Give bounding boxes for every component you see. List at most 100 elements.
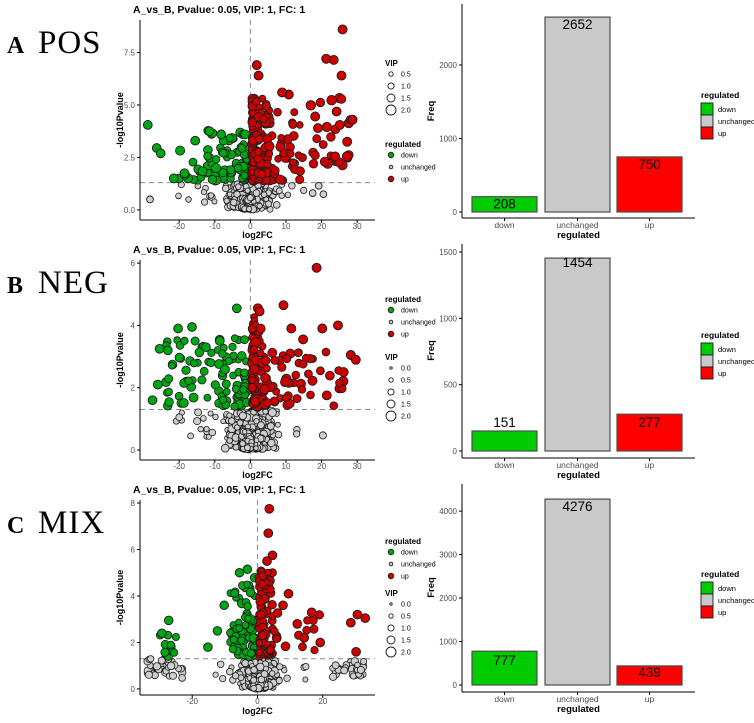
svg-text:750: 750	[638, 157, 661, 172]
svg-text:30: 30	[353, 222, 362, 231]
bar-chart-b: 0 500 1000 1500 151 down 1454 unchanged 277 up reg…	[426, 244, 754, 480]
svg-text:up: up	[401, 177, 409, 184]
panel-b: B NEG -20 -10 0 10 20 30 0 2 4 6 A_vs_B, Pvalue: 0…	[0, 240, 754, 480]
svg-text:unchanged: unchanged	[718, 357, 754, 366]
svg-text:Freq: Freq	[426, 340, 437, 361]
svg-text:4276: 4276	[562, 499, 592, 514]
svg-text:0.5: 0.5	[401, 614, 411, 621]
svg-text:0.0: 0.0	[124, 206, 136, 215]
svg-text:0.0: 0.0	[401, 602, 411, 609]
panel-b-mode-label: NEG	[38, 265, 109, 301]
svg-text:4: 4	[131, 592, 136, 601]
svg-text:-10: -10	[209, 462, 221, 471]
svg-text:unchanged: unchanged	[401, 562, 436, 569]
svg-text:regulated: regulated	[385, 537, 421, 546]
svg-text:2652: 2652	[562, 17, 592, 32]
svg-text:8: 8	[131, 499, 136, 508]
svg-text:-log10Pvalue: -log10Pvalue	[115, 332, 125, 388]
svg-text:6: 6	[131, 546, 136, 555]
panel-a-letter: A	[7, 33, 25, 59]
svg-text:2.0: 2.0	[401, 650, 411, 657]
svg-text:4: 4	[131, 321, 136, 330]
svg-text:unchanged: unchanged	[556, 460, 598, 470]
svg-text:unchanged: unchanged	[718, 596, 754, 605]
svg-text:up: up	[718, 369, 726, 378]
svg-text:-log10Pvalue: -log10Pvalue	[115, 92, 125, 148]
svg-text:0: 0	[248, 462, 253, 471]
svg-text:log2FC: log2FC	[242, 230, 273, 240]
svg-text:up: up	[401, 574, 409, 581]
svg-text:up: up	[401, 332, 409, 339]
svg-text:0: 0	[453, 447, 458, 456]
svg-text:-10: -10	[209, 222, 221, 231]
svg-text:regulated: regulated	[701, 90, 739, 100]
svg-text:2.5: 2.5	[124, 153, 136, 162]
svg-text:2000: 2000	[439, 61, 457, 70]
svg-text:regulated: regulated	[701, 569, 739, 579]
svg-text:0.0: 0.0	[401, 366, 411, 373]
svg-text:0: 0	[131, 446, 136, 455]
svg-text:208: 208	[493, 197, 516, 212]
svg-text:regulated: regulated	[385, 140, 421, 149]
svg-text:2000: 2000	[439, 594, 457, 603]
svg-text:777: 777	[493, 653, 516, 668]
svg-text:7.5: 7.5	[124, 49, 136, 58]
panel-b-letter: B	[7, 273, 24, 299]
svg-text:A_vs_B, Pvalue: 0.05, VIP: 1,: A_vs_B, Pvalue: 0.05, VIP: 1, FC: 1	[133, 244, 305, 256]
svg-text:277: 277	[638, 415, 661, 430]
panel-c-mode-label: MIX	[38, 505, 106, 541]
panel-a: A POS -20 -10 0 10 20 30 0.0 2.5 5.0 7.5 A_vs_B, P…	[0, 0, 754, 240]
svg-text:0: 0	[248, 222, 253, 231]
svg-text:10: 10	[282, 222, 291, 231]
svg-text:1.5: 1.5	[401, 638, 411, 645]
svg-text:2.0: 2.0	[401, 414, 411, 421]
svg-text:1.5: 1.5	[401, 402, 411, 409]
svg-text:0.5: 0.5	[401, 378, 411, 385]
bar-chart-a: 0 1000 2000 208 down 2652 unchanged 750 up regula…	[426, 4, 754, 240]
svg-text:regulated: regulated	[557, 704, 600, 715]
svg-text:2: 2	[131, 638, 136, 647]
svg-text:2.0: 2.0	[401, 108, 411, 115]
svg-text:20: 20	[317, 222, 326, 231]
svg-text:151: 151	[493, 415, 516, 430]
svg-text:regulated: regulated	[385, 295, 421, 304]
svg-text:down: down	[401, 153, 418, 160]
svg-text:Freq: Freq	[426, 577, 437, 598]
svg-text:down: down	[401, 308, 418, 315]
svg-text:regulated: regulated	[701, 330, 739, 340]
svg-text:0.5: 0.5	[401, 72, 411, 79]
volcano-plot-b: -20 -10 0 10 20 30 0 2 4 6 A_vs_B, Pvalue: 0.05, V…	[115, 244, 436, 480]
svg-text:VIP: VIP	[385, 59, 399, 68]
panel-c-letter: C	[7, 513, 25, 539]
svg-text:1000: 1000	[439, 314, 457, 323]
svg-text:log2FC: log2FC	[242, 470, 273, 480]
svg-text:VIP: VIP	[385, 589, 399, 598]
panel-c: C MIX -20 0 20 0 2 4 6 8 A_vs_B, Pvalue: 0.05, V…	[0, 480, 754, 723]
svg-text:439: 439	[638, 665, 661, 680]
svg-text:unchanged: unchanged	[401, 320, 436, 327]
svg-text:500: 500	[444, 381, 458, 390]
svg-text:5.0: 5.0	[124, 101, 136, 110]
svg-text:1000: 1000	[439, 134, 457, 143]
svg-text:20: 20	[318, 697, 327, 706]
svg-text:10: 10	[282, 462, 291, 471]
svg-text:regulated: regulated	[557, 230, 600, 240]
svg-text:regulated: regulated	[557, 470, 600, 480]
svg-text:up: up	[718, 129, 726, 138]
svg-text:up: up	[645, 694, 655, 704]
svg-text:3000: 3000	[439, 551, 457, 560]
svg-text:up: up	[645, 220, 655, 230]
volcano-plot-a: -20 -10 0 10 20 30 0.0 2.5 5.0 7.5 A_vs_B, Pvalue:…	[115, 4, 436, 240]
svg-text:-20: -20	[173, 222, 185, 231]
svg-text:down: down	[494, 694, 515, 704]
svg-text:0: 0	[255, 697, 260, 706]
svg-text:unchanged: unchanged	[401, 165, 436, 172]
svg-text:A_vs_B, Pvalue: 0.05, VIP: 1,: A_vs_B, Pvalue: 0.05, VIP: 1, FC: 1	[133, 484, 305, 496]
svg-text:down: down	[718, 105, 736, 114]
svg-text:1.0: 1.0	[401, 626, 411, 633]
svg-text:1.0: 1.0	[401, 84, 411, 91]
svg-text:unchanged: unchanged	[556, 220, 598, 230]
svg-text:VIP: VIP	[385, 353, 399, 362]
svg-text:1.0: 1.0	[401, 390, 411, 397]
